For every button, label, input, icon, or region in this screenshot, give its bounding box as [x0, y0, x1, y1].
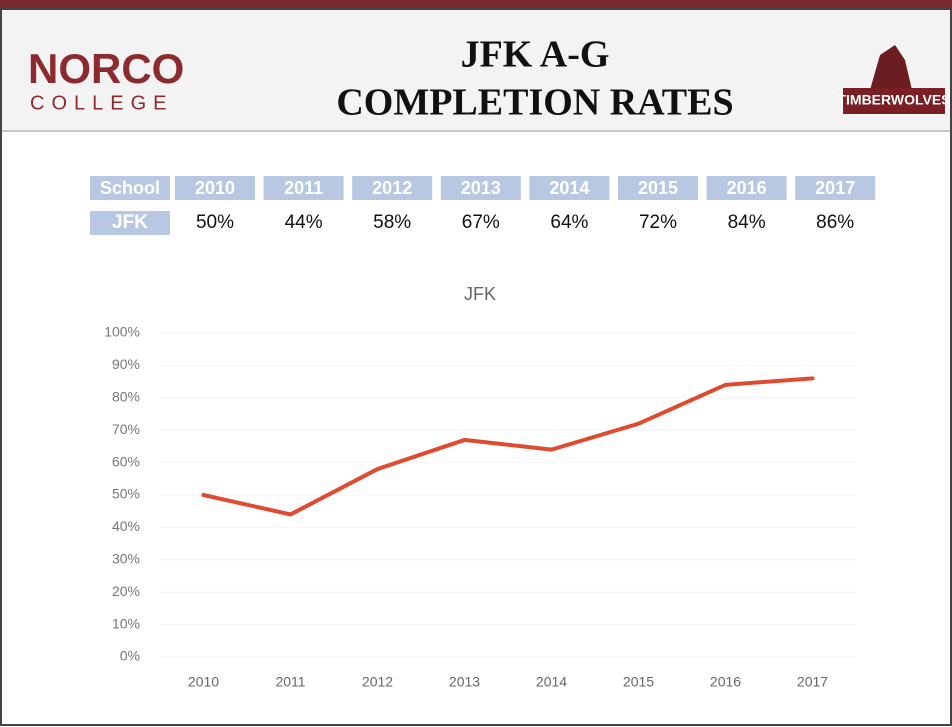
y-tick-label: 80% — [112, 389, 140, 405]
x-tick-label: 2016 — [710, 674, 741, 690]
table-cell: 64% — [550, 212, 588, 233]
table-header-cell — [529, 176, 610, 200]
y-tick-label: 10% — [112, 615, 140, 631]
table-header-cell — [618, 176, 698, 200]
x-tick-label: 2013 — [449, 674, 480, 690]
chart-title: JFK — [464, 284, 496, 304]
wolf-icon — [870, 45, 912, 90]
table-header-cell — [263, 176, 344, 200]
title-line2: COMPLETION RATES — [336, 82, 733, 124]
table-cell: 84% — [728, 212, 766, 233]
header-band — [2, 10, 950, 130]
x-tick-label: 2014 — [536, 674, 567, 690]
table-cell: 72% — [639, 212, 677, 233]
logo-bottom: COLLEGE — [30, 92, 173, 114]
y-tick-label: 40% — [112, 518, 140, 534]
x-tick-label: 2015 — [623, 674, 654, 690]
y-tick-label: 60% — [112, 453, 140, 469]
slide-border — [0, 8, 952, 726]
table-header-text: 2016 — [727, 178, 767, 198]
table-header-text: 2010 — [195, 178, 235, 198]
table-header-text: 2013 — [461, 178, 501, 198]
title-line1: JFK A-G — [461, 34, 610, 76]
table-header-cell — [352, 176, 433, 200]
y-tick-label: 50% — [112, 486, 140, 502]
table-header-text: 2015 — [638, 178, 678, 198]
line — [201, 376, 815, 517]
x-tick-label: 2017 — [797, 674, 828, 690]
table-header-text: 2011 — [284, 178, 323, 198]
x-tick-label: 2011 — [275, 674, 305, 690]
y-tick-label: 30% — [112, 551, 140, 567]
table-cell: 50% — [196, 212, 234, 233]
badge-text: TIMBERWOLVES — [837, 92, 950, 108]
table-header-text: 2014 — [549, 178, 589, 198]
y-tick-label: 0% — [120, 648, 140, 664]
table-cell: 86% — [816, 212, 854, 233]
logo-top: NORCO — [28, 45, 184, 92]
table-cell: 67% — [462, 212, 500, 233]
table-header-cell — [795, 176, 876, 200]
y-tick-label: 70% — [112, 421, 140, 437]
table-header-text: 2012 — [372, 178, 412, 198]
table-header-cell — [706, 176, 787, 200]
y-tick-label: 90% — [112, 356, 140, 372]
x-tick-label: 2010 — [188, 674, 219, 690]
table-row-head — [90, 211, 170, 235]
table-header-cell — [175, 176, 255, 200]
table-header-text: 2017 — [815, 178, 855, 198]
x-tick-label: 2012 — [362, 674, 393, 690]
table-header-text: School — [100, 178, 160, 198]
table-header-cell — [440, 176, 521, 200]
table-cell: JFK — [112, 212, 148, 233]
table-cell: 58% — [373, 212, 411, 233]
top-bar — [0, 0, 952, 9]
table-header-cell — [90, 176, 170, 200]
table-cell: 44% — [285, 212, 323, 233]
badge-bg — [843, 88, 945, 114]
y-tick-label: 20% — [112, 583, 140, 599]
y-tick-label: 100% — [104, 324, 140, 340]
